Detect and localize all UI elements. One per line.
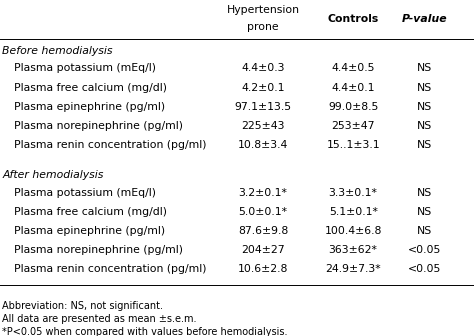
Text: <0.05: <0.05	[408, 264, 441, 275]
Text: After hemodialysis: After hemodialysis	[2, 170, 104, 180]
Text: NS: NS	[417, 102, 432, 112]
Text: All data are presented as mean ±s.e.m.: All data are presented as mean ±s.e.m.	[2, 314, 197, 324]
Text: Plasma renin concentration (pg/ml): Plasma renin concentration (pg/ml)	[14, 264, 207, 275]
Text: 4.4±0.3: 4.4±0.3	[241, 64, 285, 73]
Text: NS: NS	[417, 83, 432, 92]
Text: Plasma norepinephrine (pg/ml): Plasma norepinephrine (pg/ml)	[14, 121, 183, 131]
Text: 97.1±13.5: 97.1±13.5	[235, 102, 292, 112]
Text: NS: NS	[417, 121, 432, 131]
Text: Plasma norepinephrine (pg/ml): Plasma norepinephrine (pg/ml)	[14, 245, 183, 255]
Text: 15..1±3.1: 15..1±3.1	[326, 140, 380, 150]
Text: Plasma free calcium (mg/dl): Plasma free calcium (mg/dl)	[14, 83, 167, 92]
Text: 10.6±2.8: 10.6±2.8	[238, 264, 288, 275]
Text: *P<0.05 when compared with values before hemodialysis.: *P<0.05 when compared with values before…	[2, 327, 288, 336]
Text: Hypertension: Hypertension	[227, 5, 300, 15]
Text: 204±27: 204±27	[241, 245, 285, 255]
Text: NS: NS	[417, 140, 432, 150]
Text: Plasma renin concentration (pg/ml): Plasma renin concentration (pg/ml)	[14, 140, 207, 150]
Text: Plasma potassium (mEq/l): Plasma potassium (mEq/l)	[14, 188, 156, 198]
Text: 3.3±0.1*: 3.3±0.1*	[328, 188, 378, 198]
Text: Plasma epinephrine (pg/ml): Plasma epinephrine (pg/ml)	[14, 102, 165, 112]
Text: Before hemodialysis: Before hemodialysis	[2, 46, 113, 56]
Text: Plasma epinephrine (pg/ml): Plasma epinephrine (pg/ml)	[14, 226, 165, 236]
Text: NS: NS	[417, 64, 432, 73]
Text: 87.6±9.8: 87.6±9.8	[238, 226, 288, 236]
Text: 24.9±7.3*: 24.9±7.3*	[325, 264, 381, 275]
Text: P-value: P-value	[401, 14, 447, 24]
Text: 253±47: 253±47	[331, 121, 375, 131]
Text: 225±43: 225±43	[241, 121, 285, 131]
Text: 363±62*: 363±62*	[328, 245, 378, 255]
Text: Abbreviation: NS, not significant.: Abbreviation: NS, not significant.	[2, 301, 164, 311]
Text: NS: NS	[417, 188, 432, 198]
Text: prone: prone	[247, 22, 279, 32]
Text: 100.4±6.8: 100.4±6.8	[324, 226, 382, 236]
Text: 5.0±0.1*: 5.0±0.1*	[238, 207, 288, 217]
Text: Plasma potassium (mEq/l): Plasma potassium (mEq/l)	[14, 64, 156, 73]
Text: 4.4±0.1: 4.4±0.1	[331, 83, 375, 92]
Text: NS: NS	[417, 207, 432, 217]
Text: NS: NS	[417, 226, 432, 236]
Text: 10.8±3.4: 10.8±3.4	[238, 140, 288, 150]
Text: 99.0±8.5: 99.0±8.5	[328, 102, 378, 112]
Text: 4.2±0.1: 4.2±0.1	[241, 83, 285, 92]
Text: 5.1±0.1*: 5.1±0.1*	[328, 207, 378, 217]
Text: 4.4±0.5: 4.4±0.5	[331, 64, 375, 73]
Text: 3.2±0.1*: 3.2±0.1*	[238, 188, 288, 198]
Text: Controls: Controls	[328, 14, 379, 24]
Text: Plasma free calcium (mg/dl): Plasma free calcium (mg/dl)	[14, 207, 167, 217]
Text: <0.05: <0.05	[408, 245, 441, 255]
